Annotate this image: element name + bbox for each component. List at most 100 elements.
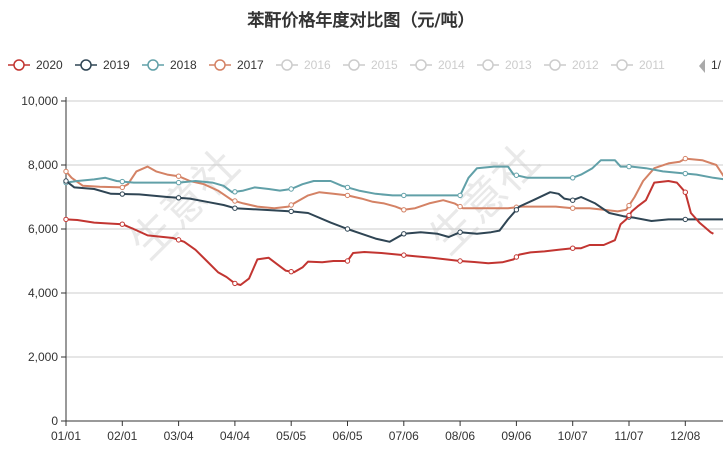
legend-label: 2019: [103, 58, 130, 72]
series-line-2019: [65, 180, 723, 243]
data-point[interactable]: [175, 195, 182, 201]
data-point[interactable]: [457, 258, 463, 264]
legend-label: 2011: [639, 58, 665, 72]
legend-item-2017[interactable]: 2017: [209, 58, 264, 72]
data-point[interactable]: [119, 178, 126, 185]
x-tick-label: 07/06: [389, 429, 419, 443]
data-point[interactable]: [401, 231, 407, 237]
data-point[interactable]: [63, 168, 69, 175]
data-point[interactable]: [513, 172, 520, 178]
x-tick-label: 10/07: [558, 429, 588, 443]
data-point[interactable]: [63, 216, 69, 223]
y-tick-label: 2,000: [28, 350, 58, 364]
legend-item-2014[interactable]: 2014: [410, 58, 465, 72]
data-point[interactable]: [344, 226, 351, 232]
legend-item-2019[interactable]: 2019: [75, 58, 130, 72]
watermark-text: 生意社: [120, 140, 249, 269]
legend-item-2013[interactable]: 2013: [477, 58, 532, 72]
x-tick-label: 02/01: [107, 429, 137, 443]
legend-label: 2015: [371, 58, 398, 72]
legend-prev-arrow-icon[interactable]: [699, 59, 705, 73]
legend-marker: [214, 59, 226, 71]
data-point[interactable]: [288, 208, 294, 215]
y-tick-label: 10,000: [21, 94, 58, 108]
watermarks: 生意社 生意社: [120, 135, 549, 269]
x-tick-label: 03/04: [164, 429, 194, 443]
plot-area: [63, 155, 723, 287]
data-point[interactable]: [513, 207, 520, 213]
data-point[interactable]: [119, 184, 126, 191]
legend-marker: [348, 59, 360, 71]
data-point[interactable]: [626, 163, 632, 170]
data-point[interactable]: [344, 184, 351, 191]
data-point[interactable]: [232, 189, 238, 195]
data-point[interactable]: [288, 186, 294, 192]
data-point[interactable]: [175, 173, 182, 179]
data-point[interactable]: [63, 178, 69, 184]
data-point[interactable]: [570, 205, 576, 211]
data-point[interactable]: [119, 221, 126, 227]
data-point[interactable]: [344, 192, 351, 199]
legend-label: 2013: [505, 58, 532, 72]
data-point[interactable]: [570, 175, 576, 181]
data-point[interactable]: [682, 170, 688, 177]
data-point[interactable]: [401, 192, 407, 199]
x-tick-label: 11/07: [614, 429, 643, 443]
data-point[interactable]: [232, 205, 238, 211]
data-point[interactable]: [401, 252, 407, 258]
y-tick-label: 6,000: [28, 222, 58, 236]
legend-label: 2014: [438, 58, 465, 72]
y-tick-label: 0: [51, 414, 58, 428]
legend: 2020 2019 2018 2017 2016 2015 2014 2013 2012 2011…: [8, 58, 722, 73]
data-point[interactable]: [457, 192, 463, 199]
data-point[interactable]: [626, 212, 632, 219]
data-point[interactable]: [682, 216, 688, 223]
data-point[interactable]: [288, 268, 294, 275]
legend-marker: [281, 59, 293, 71]
data-point[interactable]: [570, 245, 576, 251]
data-point[interactable]: [401, 207, 407, 213]
data-point[interactable]: [288, 202, 294, 208]
x-tick-label: 12/08: [670, 429, 700, 443]
x-tick-label: 08/06: [445, 429, 475, 443]
data-point[interactable]: [119, 191, 126, 197]
data-point[interactable]: [513, 254, 520, 260]
y-tick-label: 8,000: [28, 158, 58, 172]
data-point[interactable]: [626, 202, 632, 209]
series-line-2020: [65, 180, 714, 286]
data-point[interactable]: [457, 229, 463, 235]
data-point[interactable]: [457, 203, 463, 210]
data-point[interactable]: [682, 155, 688, 162]
x-tick-label: 04/04: [220, 429, 250, 443]
data-point[interactable]: [232, 198, 238, 204]
series-line-2017: [65, 157, 723, 213]
legend-item-2011[interactable]: 2011: [611, 58, 665, 72]
x-axis: 01/01 02/01 03/04 04/04 05/05 06/05 07/06 08/06…: [51, 420, 723, 443]
series-2020: [63, 180, 714, 287]
data-point[interactable]: [175, 237, 182, 243]
series-line-2018: [65, 159, 723, 197]
data-point[interactable]: [682, 189, 688, 195]
legend-marker: [13, 59, 25, 71]
series-2018: [63, 159, 723, 199]
data-point[interactable]: [344, 258, 351, 264]
legend-item-2012[interactable]: 2012: [544, 58, 599, 72]
y-tick-label: 4,000: [28, 286, 58, 300]
legend-label: 2018: [170, 58, 197, 72]
chart-title: 苯酐价格年度对比图（元/吨）: [246, 10, 474, 31]
data-point[interactable]: [232, 280, 238, 287]
data-point[interactable]: [175, 179, 182, 186]
x-tick-label: 05/05: [276, 429, 306, 443]
data-point[interactable]: [570, 197, 576, 203]
legend-marker: [415, 59, 427, 71]
legend-label: 2020: [36, 58, 63, 72]
legend-marker: [147, 59, 159, 71]
legend-label: 2016: [304, 58, 331, 72]
legend-item-2020[interactable]: 2020: [8, 58, 63, 72]
legend-item-2016[interactable]: 2016: [276, 58, 331, 72]
legend-marker: [616, 59, 628, 71]
x-tick-label: 09/06: [501, 429, 531, 443]
legend-item-2018[interactable]: 2018: [142, 58, 197, 72]
legend-item-2015[interactable]: 2015: [343, 58, 398, 72]
